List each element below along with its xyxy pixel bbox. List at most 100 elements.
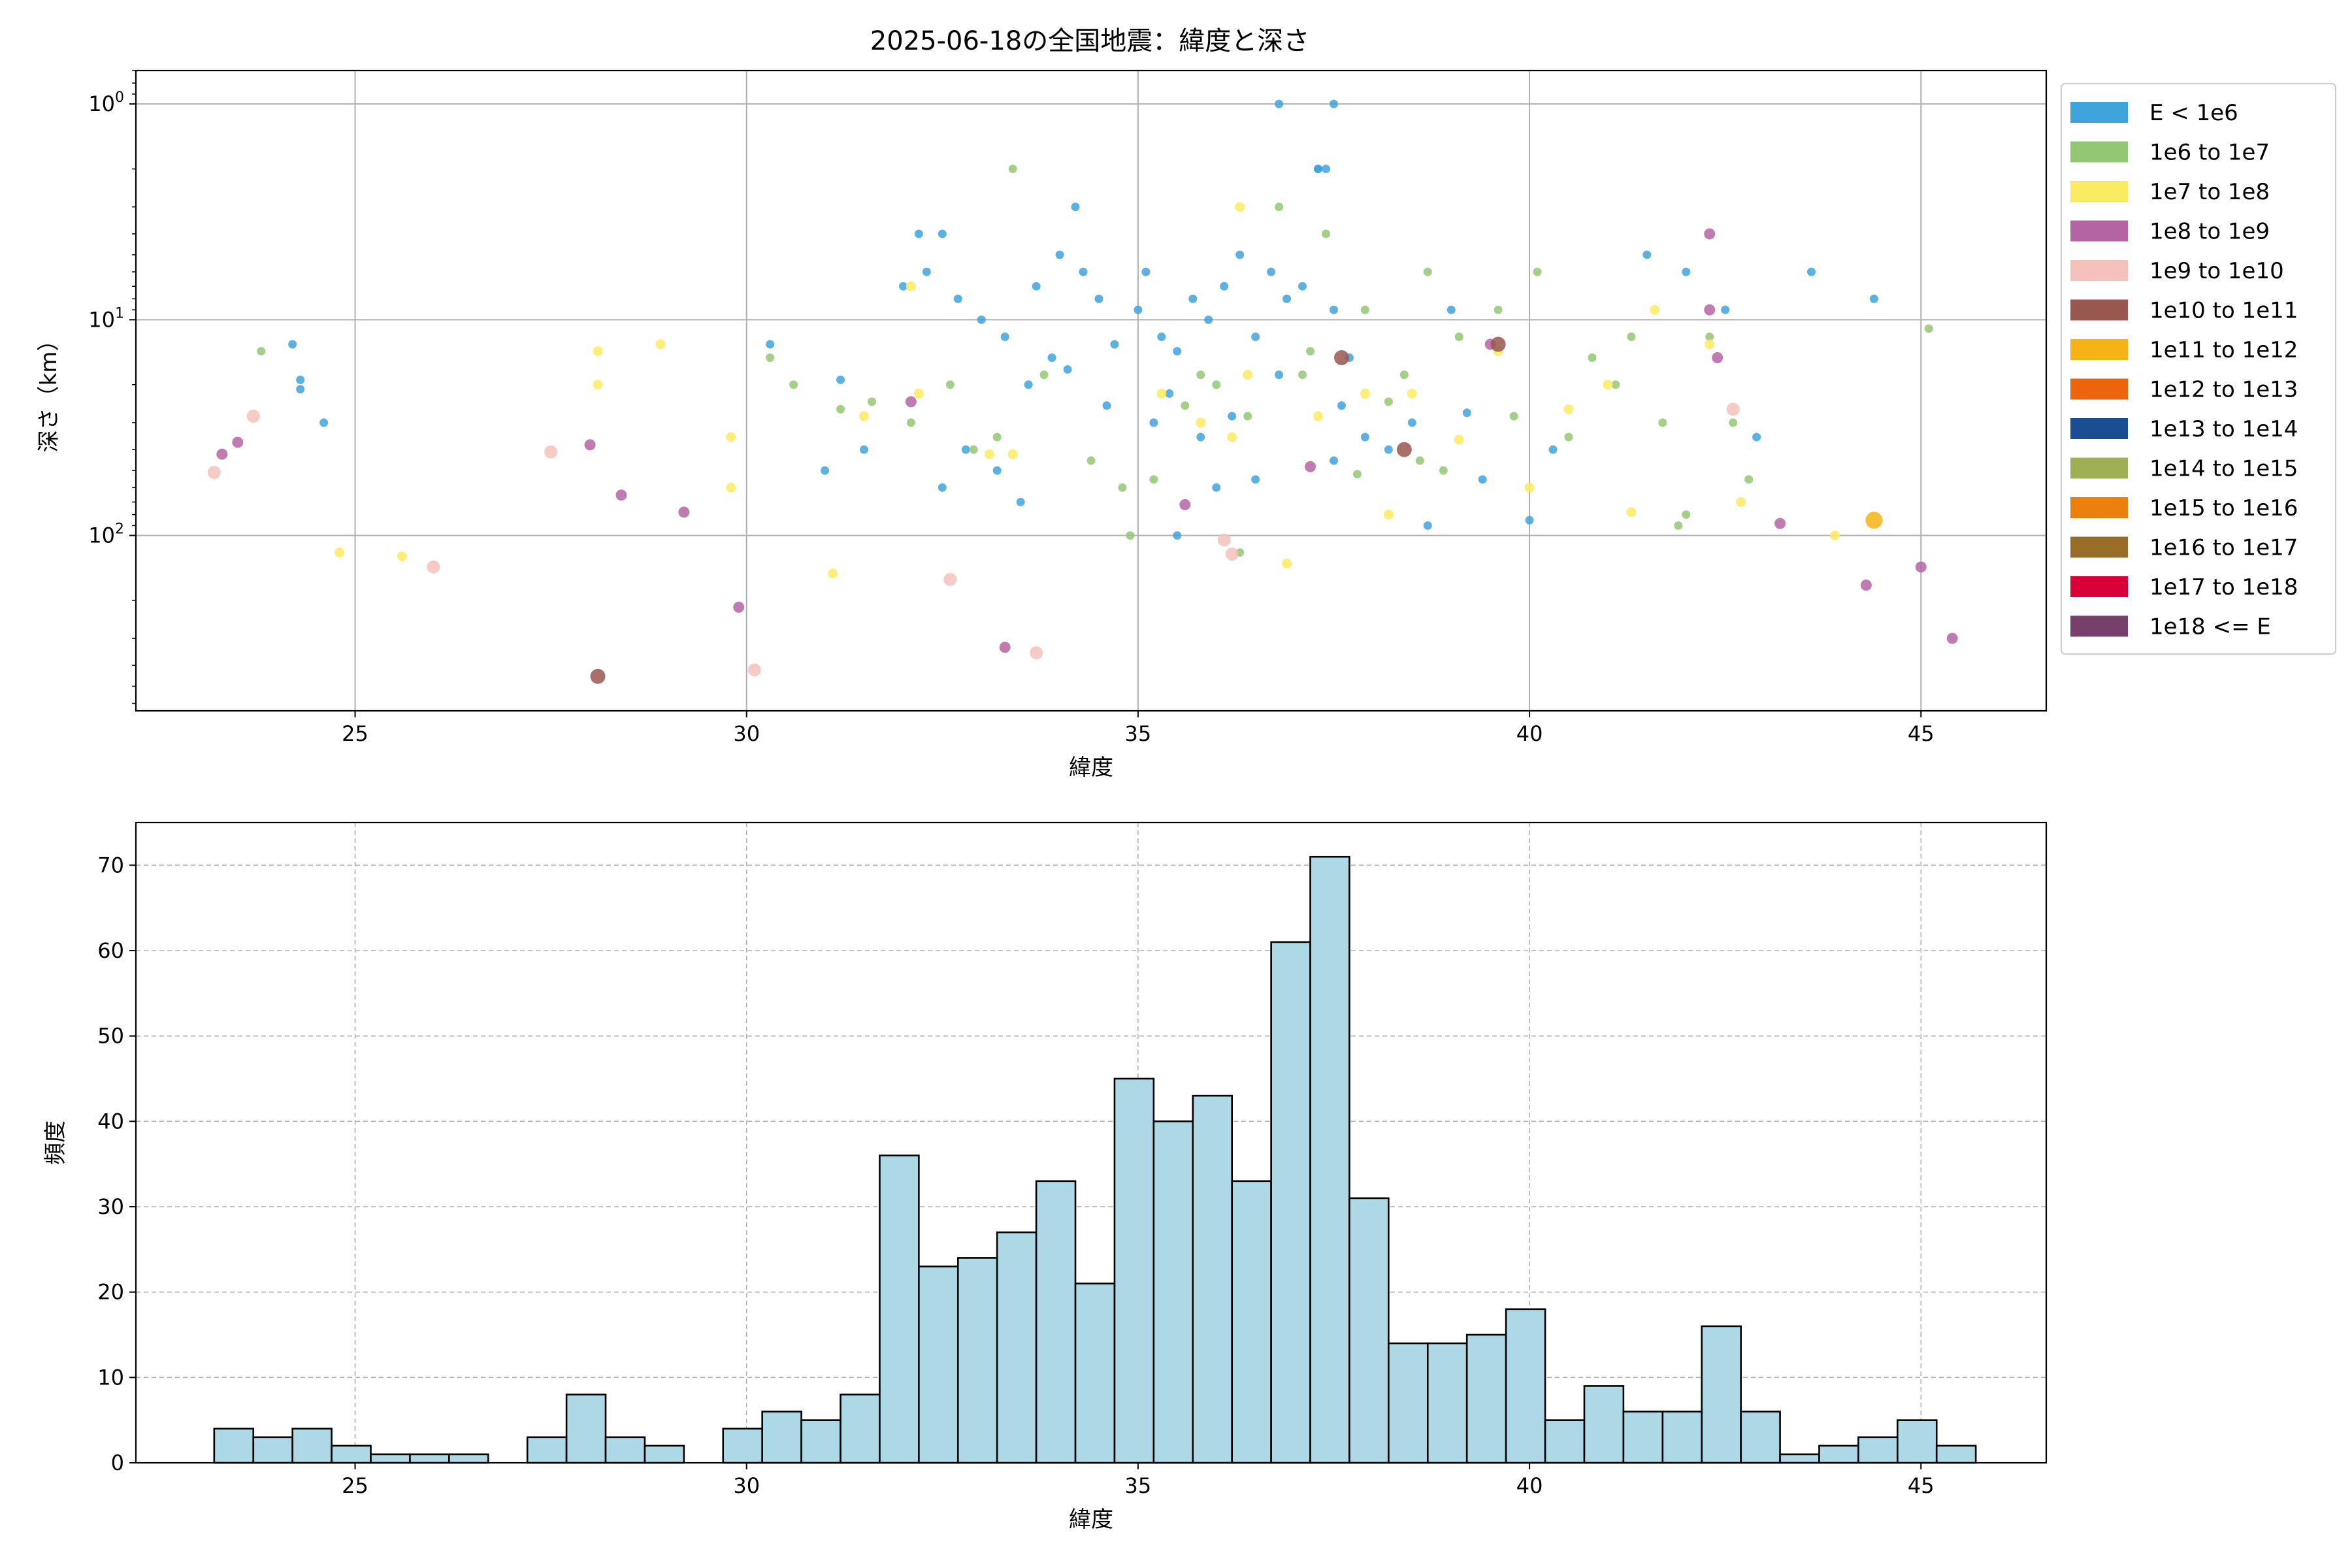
scatter-point (1251, 475, 1260, 484)
scatter-point (1603, 380, 1613, 390)
scatter-point (232, 436, 244, 448)
legend-label: 1e9 to 1e10 (2149, 258, 2284, 284)
scatter-point (766, 353, 775, 363)
legend-swatch (2070, 260, 2128, 281)
scatter-point (1032, 282, 1041, 291)
scatter-point (1352, 470, 1362, 479)
scatter-point (427, 560, 440, 574)
legend-label: 1e15 to 1e16 (2149, 495, 2298, 521)
histogram-bar (840, 1394, 881, 1464)
scatter-point (1055, 250, 1064, 259)
scatter-point (1016, 497, 1025, 506)
histogram-bar (996, 1231, 1037, 1464)
scatter-point (246, 410, 260, 423)
scatter-y-tick-label: 101 (88, 305, 124, 332)
scatter-point (257, 347, 266, 356)
scatter-point (1490, 336, 1506, 352)
legend-label: 1e11 to 1e12 (2149, 337, 2298, 363)
scatter-point (1305, 461, 1316, 472)
scatter-point (1196, 370, 1205, 380)
scatter-point (1564, 433, 1573, 442)
scatter-point (1806, 267, 1816, 276)
scatter-point (1462, 408, 1471, 417)
scatter-point (1360, 388, 1370, 399)
legend-swatch (2070, 220, 2128, 242)
scatter-point (938, 483, 947, 492)
scatter-point (590, 668, 606, 684)
scatter-point (1774, 517, 1786, 529)
scatter-point (867, 397, 876, 406)
scatter-point (1721, 305, 1730, 314)
scatter-point (836, 375, 845, 384)
scatter-point (1478, 475, 1487, 484)
legend-swatch (2070, 497, 2128, 518)
scatter-point (1314, 165, 1323, 174)
scatter-point (938, 229, 947, 238)
scatter-point (1298, 282, 1307, 291)
scatter-point (1024, 380, 1033, 389)
scatter-point (1149, 418, 1158, 427)
scatter-point (836, 404, 845, 414)
scatter-point (1235, 250, 1245, 259)
histogram-bar (918, 1266, 959, 1464)
scatter-point (859, 445, 868, 454)
scatter-point (1118, 483, 1127, 492)
histogram-bar (409, 1453, 450, 1464)
legend-swatch (2070, 102, 2128, 123)
histogram-bar (448, 1453, 489, 1464)
histogram-bar (252, 1436, 293, 1464)
scatter-point (1674, 521, 1683, 530)
scatter-point (913, 388, 924, 399)
scatter-point (288, 340, 297, 349)
legend-items: E < 1e6 1e6 to 1e7 1e7 to 1e8 1e8 to 1e9 1e9… (2070, 100, 2298, 640)
legend-label: 1e12 to 1e13 (2149, 377, 2298, 403)
scatter-point (1251, 333, 1260, 342)
scatter-point (905, 396, 917, 408)
legend-swatch (2070, 141, 2128, 163)
scatter-points (207, 99, 1958, 684)
scatter-x-tick-label: 40 (1516, 721, 1543, 746)
legend-box (2061, 83, 2336, 655)
scatter-grid (136, 71, 2046, 711)
scatter-y-tick-label: 102 (88, 521, 124, 548)
scatter-point (1384, 397, 1393, 406)
scatter-point (1000, 333, 1009, 342)
histogram-x-tick-label: 40 (1516, 1473, 1543, 1498)
legend-label: 1e14 to 1e15 (2149, 456, 2298, 482)
scatter-point (593, 346, 603, 357)
histogram-x-tick-label: 25 (342, 1473, 368, 1498)
scatter-point (1752, 433, 1761, 442)
scatter-point (1726, 402, 1740, 416)
histogram-bar (1857, 1436, 1899, 1464)
scatter-point (1220, 282, 1229, 291)
legend-label: 1e18 <= E (2149, 614, 2271, 640)
scatter-point (1454, 434, 1464, 445)
scatter-point (1946, 632, 1958, 644)
legend-swatch (2070, 181, 2128, 202)
scatter-point (945, 380, 955, 389)
scatter-x-tick-label: 45 (1908, 721, 1935, 746)
scatter-point (1383, 510, 1394, 520)
scatter-point (1079, 267, 1088, 276)
histogram-frame (135, 821, 2048, 1464)
scatter-point (1360, 305, 1369, 314)
histogram-y-label: 頻度 (42, 1120, 69, 1165)
scatter-point (1924, 324, 1933, 333)
histogram-y-tick-label: 0 (111, 1450, 124, 1475)
scatter-point (726, 482, 736, 493)
histogram-y-tick-label: 30 (97, 1194, 124, 1219)
histogram-bar (526, 1436, 568, 1464)
scatter-point (1705, 339, 1715, 350)
legend: E < 1e6 1e6 to 1e7 1e7 to 1e8 1e8 to 1e9 1e9… (2061, 83, 2336, 655)
scatter-point (1396, 442, 1412, 457)
legend-label: 1e16 to 1e17 (2149, 535, 2298, 561)
histogram-y-tick-label: 10 (97, 1365, 124, 1390)
histogram-x-tick-label: 30 (733, 1473, 760, 1498)
scatter-point (1141, 267, 1151, 276)
histogram-bar (1270, 941, 1311, 1464)
scatter-point (733, 601, 745, 613)
legend-swatch (2070, 418, 2128, 439)
scatter-point (1212, 380, 1221, 389)
scatter-point (1407, 418, 1416, 427)
